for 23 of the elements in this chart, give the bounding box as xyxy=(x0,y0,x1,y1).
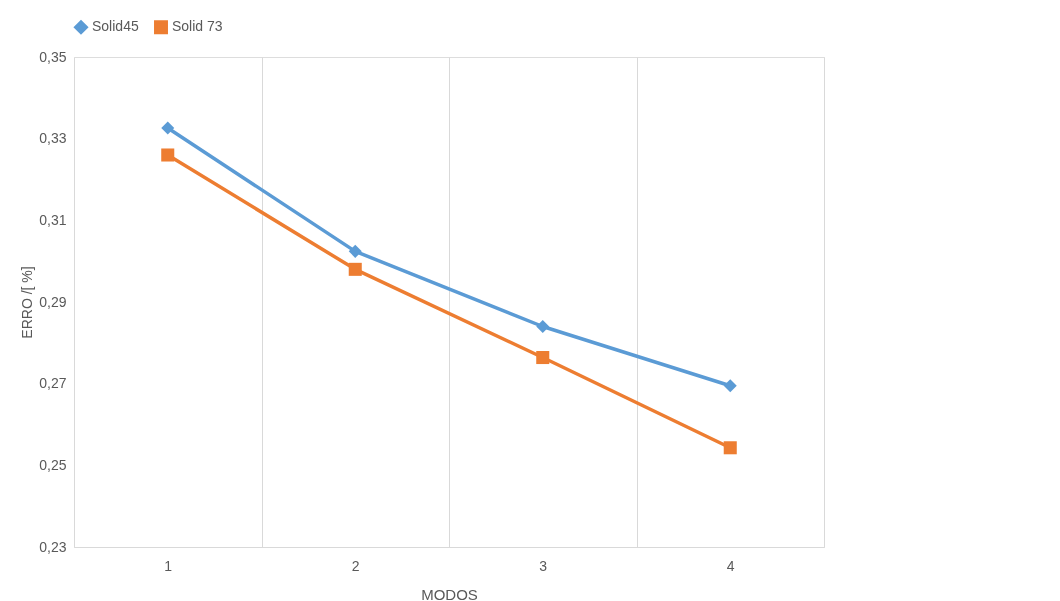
point xyxy=(348,244,362,258)
y-tick-label: 0,25 xyxy=(39,456,67,473)
point xyxy=(536,351,550,365)
x-axis-title: MODOS xyxy=(421,585,478,601)
point xyxy=(723,379,737,393)
legend-label: Solid45 xyxy=(92,18,139,35)
x-tick-label: 3 xyxy=(539,557,548,574)
y-tick-label: 0,23 xyxy=(39,538,67,555)
y-tick-label: 0,29 xyxy=(39,293,67,310)
legend-label: Solid 73 xyxy=(172,18,223,35)
point xyxy=(723,441,737,455)
point xyxy=(536,319,550,334)
y-axis-title: ERRO /[ %] xyxy=(19,266,36,339)
x-tick-label: 4 xyxy=(726,557,735,574)
point xyxy=(161,148,175,162)
point xyxy=(348,262,362,276)
y-tick-label: 0,35 xyxy=(39,48,67,65)
point xyxy=(161,121,175,135)
y-tick-label: 0,33 xyxy=(39,130,67,147)
x-tick-label: 1 xyxy=(164,557,173,574)
y-tick-label: 0,27 xyxy=(39,375,67,392)
y-tick-label: 0,31 xyxy=(39,211,67,228)
x-tick-label: 2 xyxy=(351,557,360,574)
